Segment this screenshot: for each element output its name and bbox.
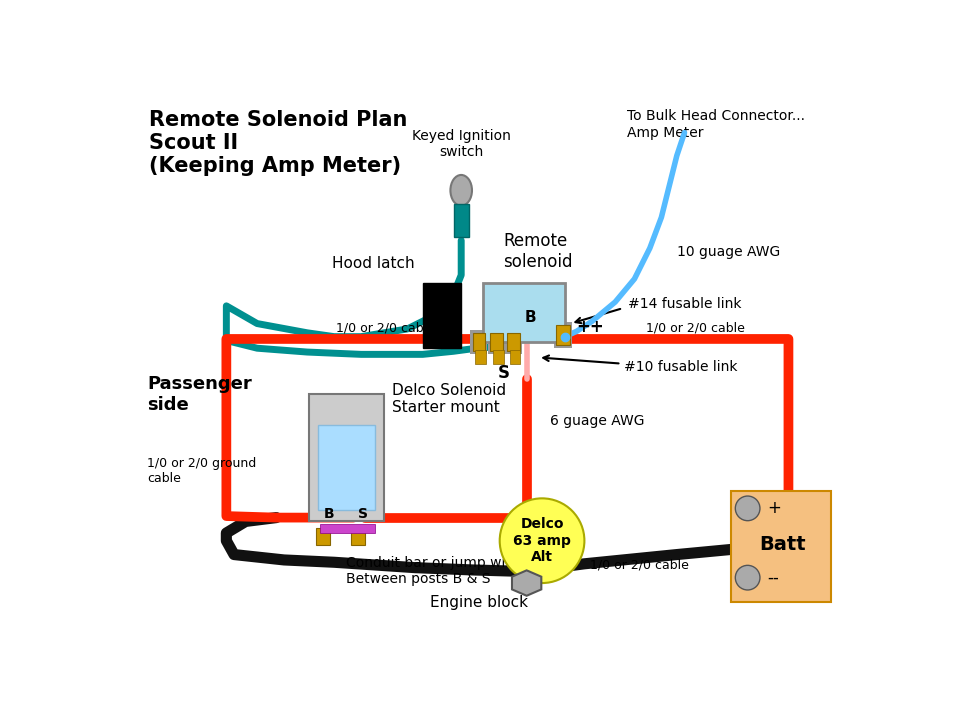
FancyBboxPatch shape [318, 426, 375, 510]
Text: Remote Solenoid Plan: Remote Solenoid Plan [150, 109, 408, 130]
Text: Hood latch: Hood latch [332, 256, 415, 271]
Text: ++: ++ [577, 318, 605, 336]
Text: 1/0 or 2/0 cable: 1/0 or 2/0 cable [589, 559, 688, 572]
Polygon shape [512, 570, 541, 595]
Text: 1/0 or 2/0 ground
cable: 1/0 or 2/0 ground cable [147, 457, 256, 485]
Text: 1/0 or 2/0 cable: 1/0 or 2/0 cable [336, 321, 435, 334]
FancyBboxPatch shape [320, 523, 375, 533]
FancyBboxPatch shape [309, 395, 384, 521]
Text: +: + [768, 500, 781, 518]
FancyBboxPatch shape [492, 350, 504, 364]
FancyBboxPatch shape [422, 283, 461, 348]
Text: 10 guage AWG: 10 guage AWG [677, 245, 780, 259]
Text: Passenger
side: Passenger side [147, 375, 252, 414]
FancyBboxPatch shape [505, 330, 522, 354]
FancyBboxPatch shape [470, 330, 488, 354]
Text: B: B [525, 310, 537, 325]
Text: Keyed Ignition
switch: Keyed Ignition switch [412, 129, 511, 159]
FancyBboxPatch shape [508, 333, 519, 351]
FancyBboxPatch shape [453, 204, 468, 237]
Text: #10 fusable link: #10 fusable link [624, 361, 738, 374]
Text: To Bulk Head Connector...
Amp Meter: To Bulk Head Connector... Amp Meter [627, 109, 804, 140]
FancyBboxPatch shape [554, 322, 572, 348]
Text: Batt: Batt [759, 535, 806, 554]
Text: 1/0 or 2/0 cable: 1/0 or 2/0 cable [646, 321, 745, 334]
FancyBboxPatch shape [483, 283, 565, 342]
Text: (Keeping Amp Meter): (Keeping Amp Meter) [150, 156, 401, 176]
Ellipse shape [450, 175, 472, 206]
Text: 6 guage AWG: 6 guage AWG [550, 414, 644, 428]
Text: --: -- [768, 569, 780, 587]
Text: Delco Solenoid
Starter mount: Delco Solenoid Starter mount [392, 383, 506, 415]
FancyBboxPatch shape [491, 333, 503, 351]
Text: Engine block: Engine block [430, 595, 528, 610]
Text: S: S [497, 364, 510, 382]
FancyBboxPatch shape [488, 330, 505, 354]
Circle shape [735, 565, 760, 590]
FancyBboxPatch shape [351, 528, 365, 544]
FancyBboxPatch shape [510, 350, 520, 364]
Text: Remote
solenoid: Remote solenoid [504, 233, 573, 271]
FancyBboxPatch shape [316, 528, 329, 544]
FancyBboxPatch shape [731, 490, 830, 603]
Text: Conduit bar or jump wire
Between posts B & S: Conduit bar or jump wire Between posts B… [346, 556, 519, 586]
Text: S: S [358, 507, 368, 521]
Text: Delco
63 amp
Alt: Delco 63 amp Alt [513, 518, 571, 564]
FancyBboxPatch shape [475, 350, 486, 364]
Text: B: B [324, 507, 334, 521]
Text: #14 fusable link: #14 fusable link [628, 297, 741, 310]
FancyBboxPatch shape [472, 333, 485, 351]
FancyBboxPatch shape [556, 325, 570, 345]
Circle shape [500, 498, 585, 583]
Text: Scout II: Scout II [150, 132, 238, 153]
Circle shape [735, 496, 760, 521]
